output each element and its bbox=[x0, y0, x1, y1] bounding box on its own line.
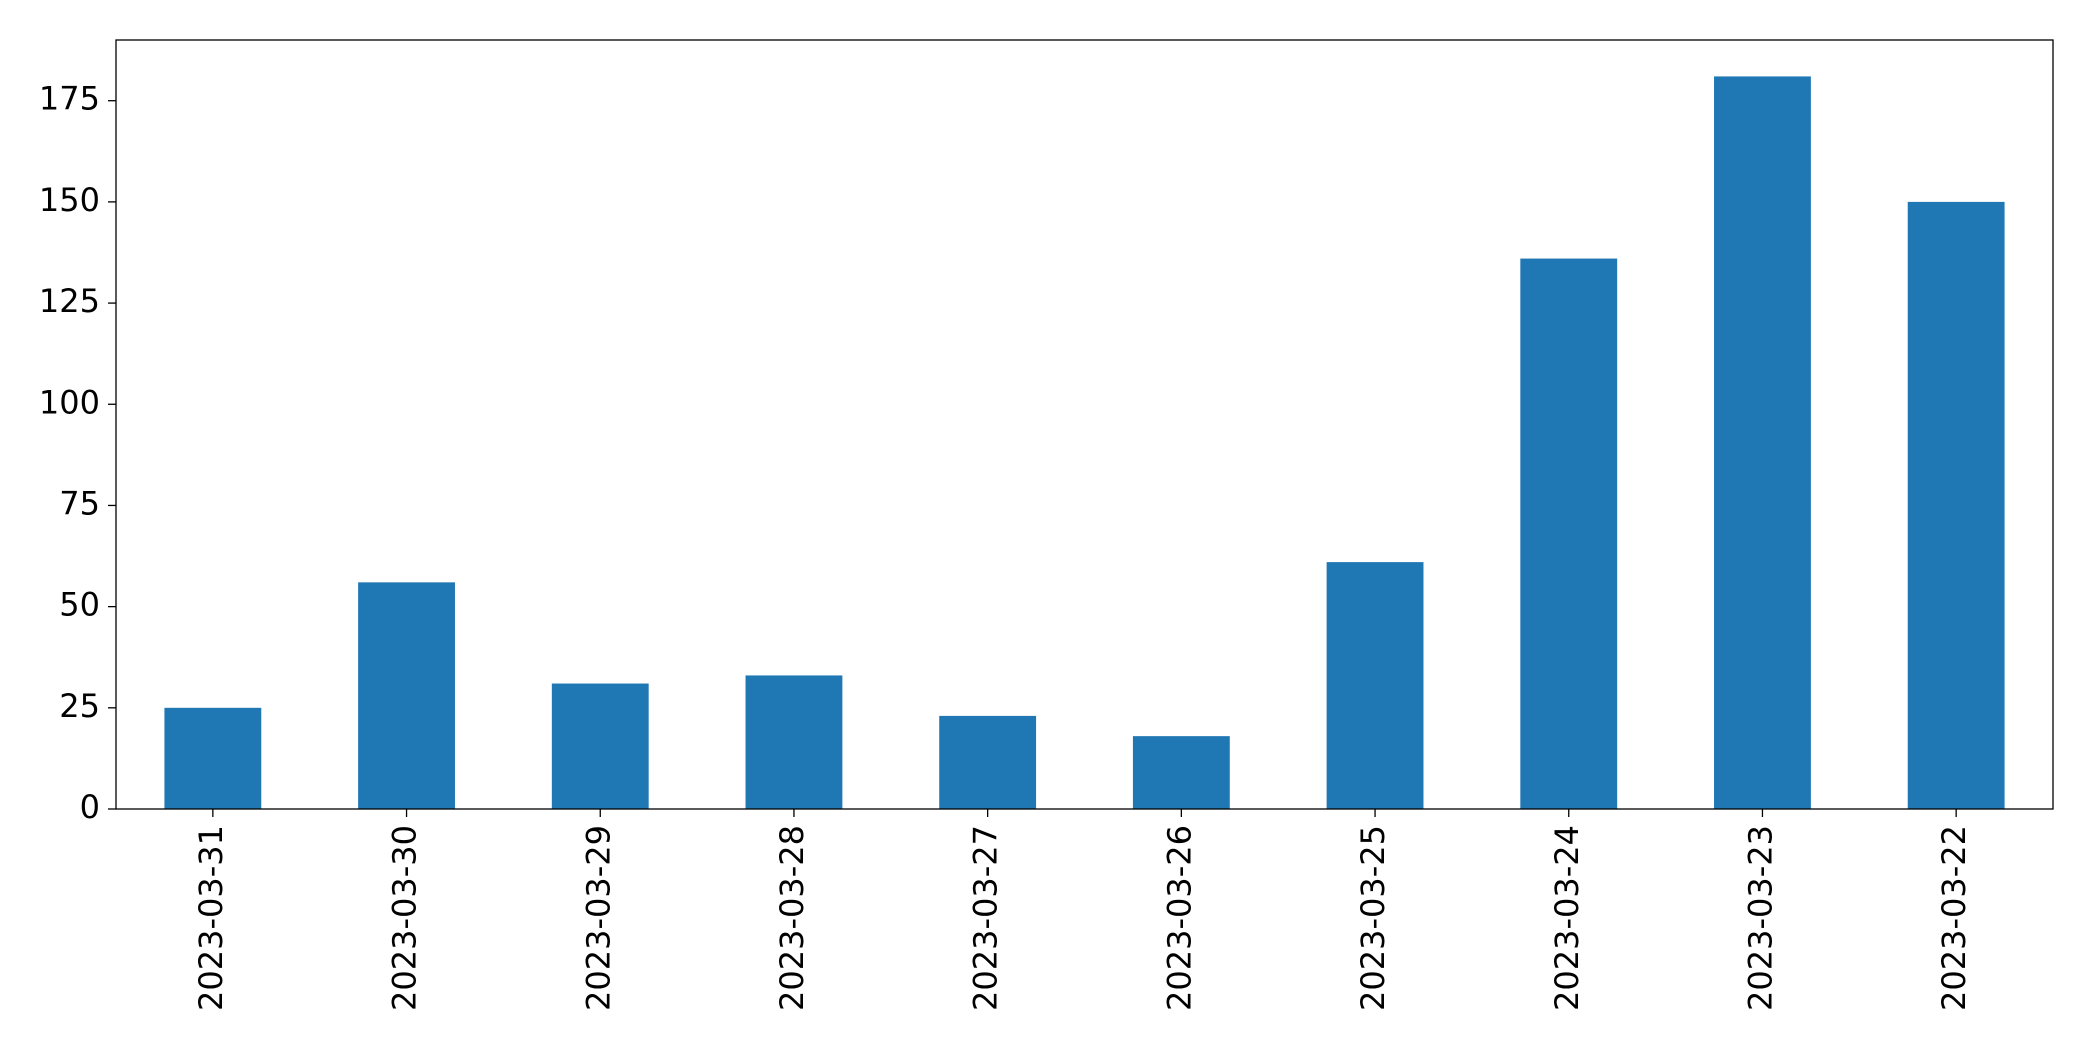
y-tick-label: 125 bbox=[39, 282, 100, 320]
bar bbox=[1520, 258, 1618, 810]
y-tick-label: 100 bbox=[39, 383, 100, 421]
x-tick-label: 2023-03-29 bbox=[579, 825, 617, 1011]
x-tick-label: 2023-03-31 bbox=[192, 825, 230, 1011]
x-tick-label: 2023-03-24 bbox=[1548, 825, 1586, 1011]
x-tick-label: 2023-03-25 bbox=[1354, 825, 1392, 1011]
x-tick-label: 2023-03-23 bbox=[1741, 825, 1779, 1011]
bar bbox=[745, 675, 843, 809]
x-tick-label: 2023-03-30 bbox=[386, 825, 424, 1011]
x-tick-label: 2023-03-27 bbox=[967, 825, 1005, 1011]
bar bbox=[1907, 201, 2005, 810]
y-tick-label: 175 bbox=[39, 80, 100, 118]
y-tick-label: 0 bbox=[80, 788, 100, 826]
x-tick-label: 2023-03-22 bbox=[1935, 825, 1973, 1011]
y-tick-label: 150 bbox=[39, 181, 100, 219]
bar bbox=[1714, 76, 1811, 809]
bar bbox=[551, 683, 649, 809]
y-tick-label: 25 bbox=[59, 687, 100, 725]
bar bbox=[1326, 562, 1424, 809]
y-tick-label: 50 bbox=[59, 586, 100, 624]
x-tick-label: 2023-03-28 bbox=[773, 825, 811, 1011]
bar bbox=[358, 582, 455, 809]
bar bbox=[1132, 736, 1230, 809]
bar bbox=[164, 707, 262, 809]
y-tick-label: 75 bbox=[59, 484, 100, 522]
x-tick-label: 2023-03-26 bbox=[1160, 825, 1198, 1011]
bar bbox=[939, 715, 1037, 809]
plot-frame bbox=[115, 39, 2054, 810]
